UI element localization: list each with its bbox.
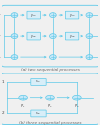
Text: $p_{ba}$: $p_{ba}$ bbox=[99, 33, 100, 40]
Text: $y_{db}$: $y_{db}$ bbox=[68, 12, 76, 19]
Text: $P_1$: $P_1$ bbox=[20, 103, 26, 110]
Text: $y_{da}$: $y_{da}$ bbox=[30, 12, 37, 19]
Text: $r_{da}$: $r_{da}$ bbox=[0, 12, 2, 18]
Text: 1: 1 bbox=[1, 80, 4, 84]
Circle shape bbox=[50, 13, 56, 18]
Circle shape bbox=[46, 95, 54, 100]
Circle shape bbox=[86, 13, 93, 18]
Circle shape bbox=[86, 55, 93, 60]
FancyBboxPatch shape bbox=[27, 11, 40, 19]
Text: $r_{ba}$: $r_{ba}$ bbox=[35, 110, 42, 117]
Circle shape bbox=[73, 95, 81, 100]
Circle shape bbox=[19, 95, 27, 100]
Text: (a) two sequential processes: (a) two sequential processes bbox=[21, 68, 79, 72]
Circle shape bbox=[50, 34, 56, 38]
Circle shape bbox=[86, 34, 93, 38]
FancyBboxPatch shape bbox=[65, 11, 79, 19]
FancyBboxPatch shape bbox=[65, 32, 79, 40]
Text: $p_{da}$: $p_{da}$ bbox=[99, 12, 100, 19]
Text: $P_3$: $P_3$ bbox=[74, 103, 80, 110]
Circle shape bbox=[11, 55, 18, 60]
Text: (b) three sequential processes: (b) three sequential processes bbox=[19, 121, 81, 125]
Text: $y_{ba}$: $y_{ba}$ bbox=[30, 33, 37, 40]
Text: $r_{ba}$: $r_{ba}$ bbox=[0, 33, 2, 39]
Circle shape bbox=[11, 13, 18, 18]
Text: $p_{ba}$: $p_{ba}$ bbox=[0, 54, 2, 61]
Text: $r_{da}$: $r_{da}$ bbox=[35, 79, 42, 85]
FancyBboxPatch shape bbox=[27, 32, 40, 40]
FancyBboxPatch shape bbox=[31, 110, 46, 117]
Text: $p_{ba}$: $p_{ba}$ bbox=[99, 54, 100, 61]
Circle shape bbox=[11, 34, 18, 38]
Text: $y_{bb}$: $y_{bb}$ bbox=[68, 33, 76, 40]
Text: 2: 2 bbox=[1, 112, 4, 116]
Text: $P_2$: $P_2$ bbox=[47, 103, 53, 110]
Circle shape bbox=[50, 55, 56, 60]
FancyBboxPatch shape bbox=[31, 78, 46, 85]
